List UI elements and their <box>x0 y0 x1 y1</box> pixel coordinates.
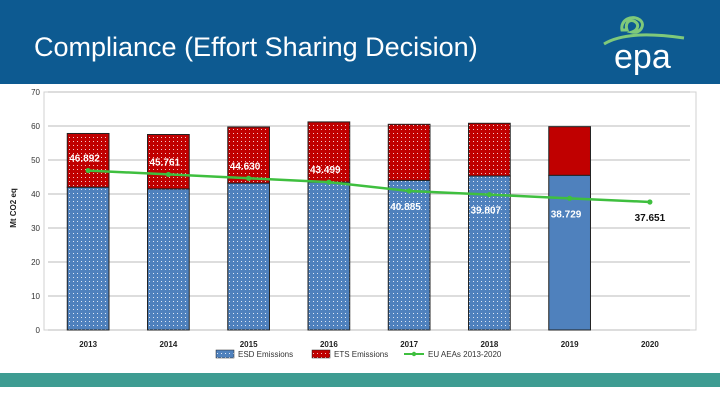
x-tick-label: 2013 <box>79 340 97 349</box>
legend-label-aea: EU AEAs 2013-2020 <box>428 350 502 359</box>
legend-marker-aea <box>411 351 417 357</box>
aea-point <box>567 195 573 201</box>
aea-point <box>647 199 653 205</box>
data-label: 46.892 <box>69 154 100 165</box>
bar-ets <box>66 132 110 188</box>
data-label: 45.761 <box>150 157 181 168</box>
bar-esd <box>387 179 431 331</box>
aea-point <box>486 192 492 198</box>
aea-point <box>246 175 252 181</box>
plot-frame <box>43 91 697 331</box>
bar-esd <box>147 188 190 331</box>
y-tick-label: 20 <box>31 258 40 267</box>
bar-ets <box>147 134 190 190</box>
y-tick-label: 30 <box>31 224 40 233</box>
legend-label-ets: ETS Emissions <box>334 350 388 359</box>
x-tick-label: 2015 <box>240 340 258 349</box>
data-label: 43.499 <box>310 165 341 176</box>
y-tick-label: 60 <box>31 122 40 131</box>
y-axis-label: Mt CO2 eq <box>9 188 18 228</box>
x-tick-label: 2019 <box>561 340 579 349</box>
data-label: 40.885 <box>390 202 421 213</box>
aea-point <box>165 171 171 178</box>
logo-text: epa <box>614 38 671 76</box>
legend-swatch-ets <box>311 349 331 359</box>
data-label: 37.651 <box>635 213 666 224</box>
x-tick-label: 2016 <box>320 340 338 349</box>
x-tick-label: 2017 <box>400 340 418 349</box>
x-tick-label: 2014 <box>159 340 177 349</box>
bar-esd <box>307 181 351 331</box>
data-label: 39.807 <box>471 206 502 217</box>
data-label: 38.729 <box>551 209 582 220</box>
logo-swirl-icon <box>620 16 644 34</box>
bar-esd <box>227 182 270 331</box>
legend-label-esd: ESD Emissions <box>238 350 293 359</box>
x-tick-label: 2020 <box>641 340 659 349</box>
y-tick-label: 10 <box>31 292 40 301</box>
y-tick-label: 0 <box>36 326 41 335</box>
bar-esd <box>66 186 110 331</box>
aea-point <box>326 179 332 185</box>
aea-point <box>406 188 412 194</box>
aea-line <box>88 169 650 204</box>
bar-ets <box>548 126 591 176</box>
bar-ets <box>227 126 270 184</box>
footer-bar <box>0 373 720 387</box>
legend-swatch-esd <box>215 349 235 359</box>
logo-swoosh-icon <box>603 33 685 46</box>
x-tick-label: 2018 <box>480 340 498 349</box>
y-tick-label: 70 <box>31 88 40 97</box>
page-title: Compliance (Effort Sharing Decision) <box>34 32 478 62</box>
header-bar: Compliance (Effort Sharing Decision) epa <box>0 0 720 84</box>
aea-point <box>85 167 91 174</box>
y-tick-label: 40 <box>31 190 40 199</box>
bar-ets <box>468 122 511 177</box>
bar-esd <box>548 174 591 331</box>
emissions-chart: 0 10 20 30 40 50 60 70 46.892 45.761 44.630 43.499… <box>9 88 697 359</box>
data-label: 44.630 <box>230 161 261 172</box>
epa-logo: epa <box>603 16 685 76</box>
bar-esd <box>468 175 511 331</box>
y-tick-label: 50 <box>31 156 40 165</box>
bar-ets <box>387 123 431 181</box>
